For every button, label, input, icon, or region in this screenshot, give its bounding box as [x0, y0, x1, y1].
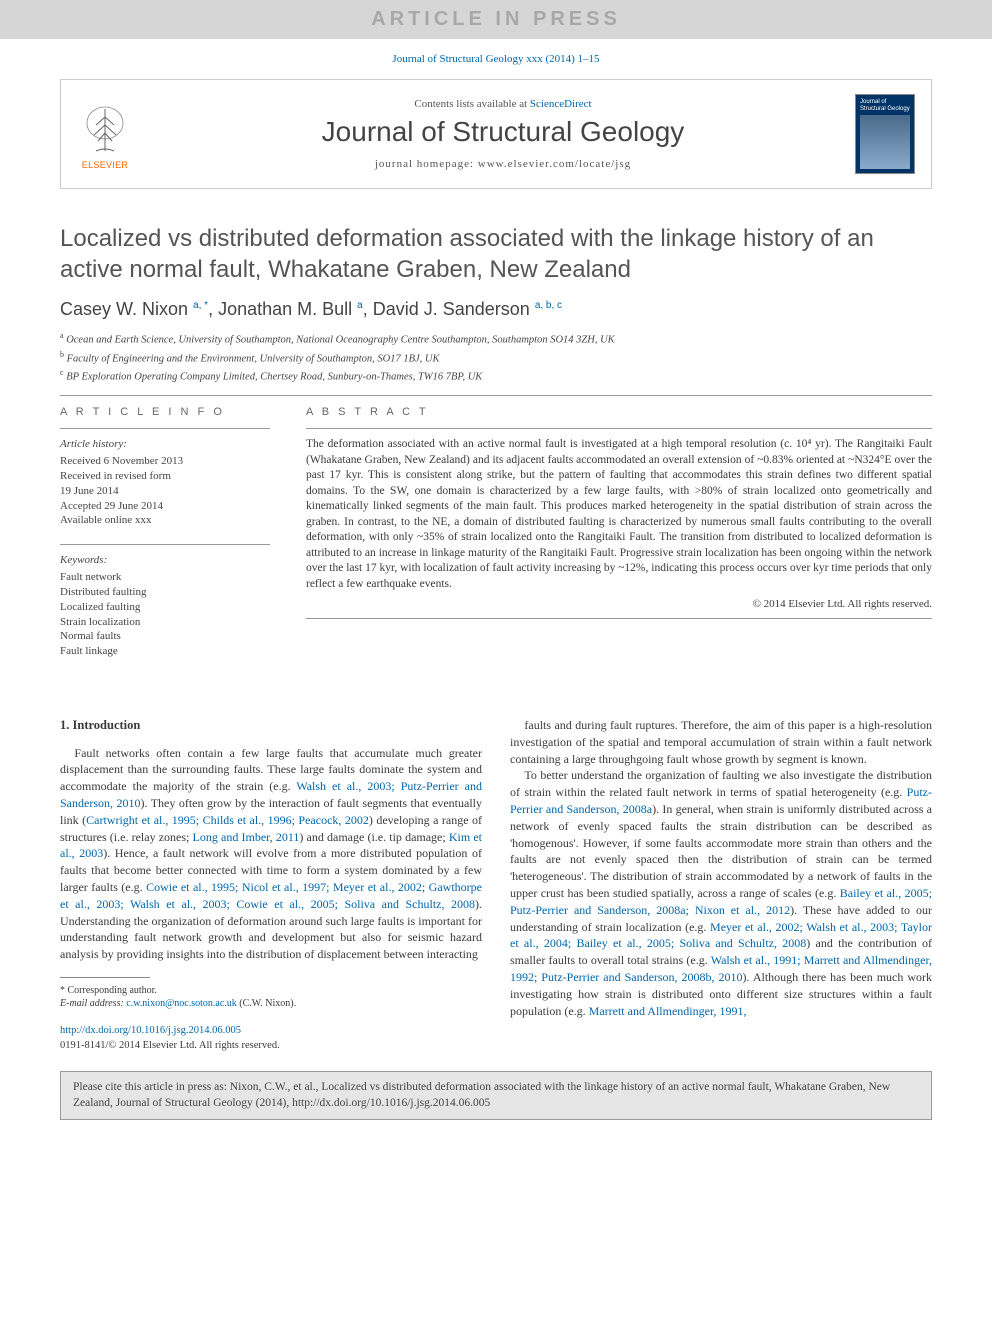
journal-homepage-url[interactable]: www.elsevier.com/locate/jsg [478, 158, 631, 170]
journal-ref-link[interactable]: Journal of Structural Geology xxx (2014)… [392, 53, 599, 65]
abstract-column: A B S T R A C T The deformation associat… [306, 406, 932, 675]
cover-thumb-image [860, 115, 910, 169]
article-info-column: A R T I C L E I N F O Article history: R… [60, 406, 270, 675]
keyword: Strain localization [60, 615, 270, 630]
contents-lists-line: Contents lists available at ScienceDirec… [151, 98, 855, 110]
body-paragraph: faults and during fault ruptures. Theref… [510, 717, 932, 767]
issn-copyright: 0191-8141/© 2014 Elsevier Ltd. All right… [60, 1040, 280, 1051]
corresponding-author-footnote: * Corresponding author. E-mail address: … [60, 984, 482, 1010]
doi-link[interactable]: http://dx.doi.org/10.1016/j.jsg.2014.06.… [60, 1025, 241, 1036]
history-label: Article history: [60, 437, 270, 452]
masthead: ELSEVIER Contents lists available at Sci… [60, 79, 932, 189]
keyword: Normal faults [60, 629, 270, 644]
body-column-left: 1. Introduction Fault networks often con… [60, 717, 482, 1053]
body-paragraph: Fault networks often contain a few large… [60, 745, 482, 963]
elsevier-label: ELSEVIER [82, 160, 128, 170]
article-history-block: Article history: Received 6 November 201… [60, 437, 270, 528]
affiliation-line: b Faculty of Engineering and the Environ… [60, 349, 932, 367]
cover-thumb-title: Journal of Structural Geology [860, 99, 910, 112]
body-paragraph: To better understand the organization of… [510, 767, 932, 1019]
history-line: Received in revised form [60, 469, 270, 484]
affiliation-line: c BP Exploration Operating Company Limit… [60, 367, 932, 385]
article-info-heading: A R T I C L E I N F O [60, 406, 270, 418]
journal-title: Journal of Structural Geology [151, 116, 855, 148]
body-columns: 1. Introduction Fault networks often con… [60, 717, 932, 1053]
keywords-label: Keywords: [60, 553, 270, 568]
history-line: 19 June 2014 [60, 484, 270, 499]
corresponding-email-link[interactable]: c.w.nixon@noc.soton.ac.uk [126, 998, 236, 1009]
article-title: Localized vs distributed deformation ass… [60, 223, 932, 285]
doi-block: http://dx.doi.org/10.1016/j.jsg.2014.06.… [60, 1024, 482, 1053]
abstract-copyright: © 2014 Elsevier Ltd. All rights reserved… [306, 598, 932, 610]
affiliation-line: a Ocean and Earth Science, University of… [60, 330, 932, 348]
journal-cover-thumbnail[interactable]: Journal of Structural Geology [855, 94, 915, 174]
body-column-right: faults and during fault ruptures. Theref… [510, 717, 932, 1053]
elsevier-tree-icon [82, 103, 128, 157]
keyword: Fault linkage [60, 644, 270, 659]
keyword: Fault network [60, 570, 270, 585]
history-line: Received 6 November 2013 [60, 454, 270, 469]
abstract-text: The deformation associated with an activ… [306, 437, 932, 592]
article-in-press-banner: ARTICLE IN PRESS [0, 0, 992, 39]
footnote-separator [60, 977, 150, 978]
history-line: Accepted 29 June 2014 [60, 499, 270, 514]
journal-homepage-line: journal homepage: www.elsevier.com/locat… [151, 158, 855, 170]
history-line: Available online xxx [60, 513, 270, 528]
citation-box: Please cite this article in press as: Ni… [60, 1071, 932, 1120]
divider [60, 395, 932, 396]
elsevier-logo[interactable]: ELSEVIER [77, 98, 133, 170]
section-heading: 1. Introduction [60, 717, 482, 735]
journal-reference-top: Journal of Structural Geology xxx (2014)… [60, 39, 932, 79]
keywords-block: Keywords: Fault networkDistributed fault… [60, 553, 270, 659]
author-list: Casey W. Nixon a, *, Jonathan M. Bull a,… [60, 299, 932, 320]
abstract-heading: A B S T R A C T [306, 406, 932, 418]
sciencedirect-link[interactable]: ScienceDirect [530, 98, 592, 110]
keyword: Distributed faulting [60, 585, 270, 600]
affiliations: a Ocean and Earth Science, University of… [60, 330, 932, 385]
keyword: Localized faulting [60, 600, 270, 615]
